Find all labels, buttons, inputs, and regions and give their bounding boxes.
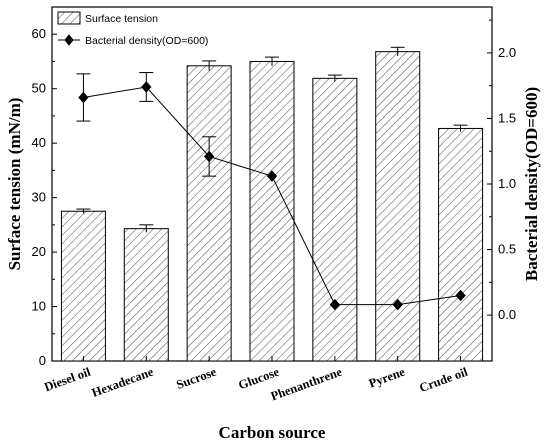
category-label: Crude oil: [417, 364, 470, 395]
bar: [123, 228, 169, 362]
bar: [60, 210, 106, 362]
right-axis: 0.0 0.5 1.0 1.5 2.0: [487, 19, 516, 322]
density-layer: [76, 72, 466, 311]
category-label: Diesel oil: [42, 364, 93, 394]
density-marker: [329, 298, 341, 311]
density-marker: [141, 81, 152, 93]
category-label: Pyrene: [367, 365, 407, 391]
left-tick-label: 30: [32, 190, 46, 205]
category-label: Phenanthrene: [269, 365, 344, 404]
left-tick-label: 40: [32, 135, 46, 150]
left-tick-label: 10: [32, 299, 46, 314]
density-marker: [455, 289, 466, 302]
left-tick-label: 50: [32, 81, 46, 96]
category-label: Sucrose: [174, 365, 218, 392]
legend-line-label: Bacterial density(OD=600): [85, 35, 208, 47]
bar: [438, 127, 484, 362]
bar: [375, 51, 421, 362]
density-marker: [392, 298, 403, 311]
density-marker: [78, 91, 89, 104]
legend: Surface tension Bacterial density(OD=600…: [57, 11, 208, 47]
x-axis-title: Carbon source: [219, 423, 326, 442]
bar: [249, 60, 295, 362]
right-tick-label: 1.5: [498, 110, 516, 125]
left-tick-label: 20: [32, 244, 46, 259]
right-tick-label: 2.0: [498, 45, 516, 60]
density-marker: [203, 150, 215, 163]
y-axis-title-right: Bacterial density(OD=600): [522, 87, 541, 281]
y-axis-title-left: Surface tension (mN/m): [5, 98, 24, 271]
bar: [186, 65, 232, 362]
category-label: Hexadecane: [90, 365, 156, 400]
left-tick-label: 60: [32, 26, 46, 41]
right-tick-label: 0.5: [498, 242, 516, 257]
left-tick-label: 0: [39, 353, 46, 368]
legend-bar-swatch: [57, 11, 81, 25]
right-tick-label: 1.0: [498, 176, 516, 191]
legend-diamond-marker: [64, 34, 74, 46]
bar: [312, 77, 358, 362]
left-axis: 0 10 20 30 40 50 60: [32, 26, 57, 368]
right-tick-label: 0.0: [498, 307, 516, 322]
bars-layer: [60, 46, 484, 362]
legend-bar-label: Surface tension: [85, 13, 158, 25]
density-marker: [266, 170, 278, 182]
